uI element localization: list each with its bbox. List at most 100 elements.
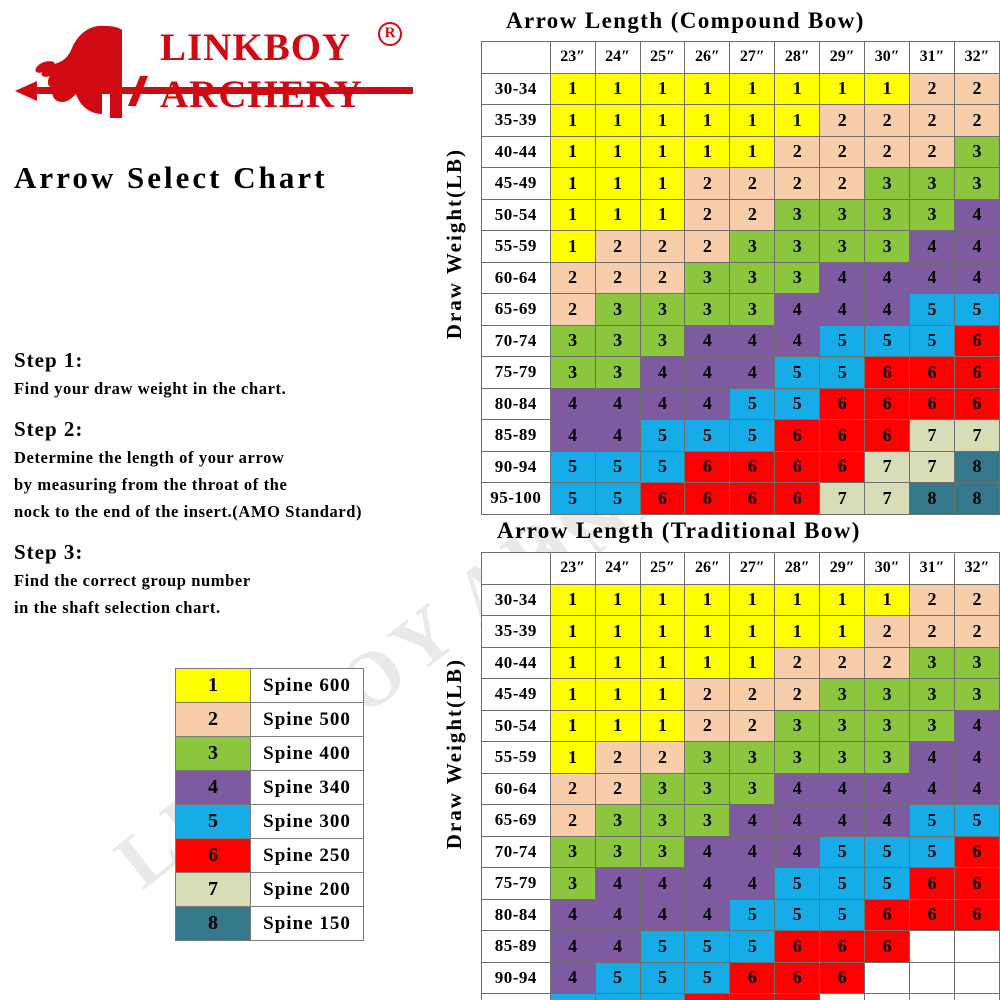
compound-cell: 1 bbox=[594, 167, 641, 200]
traditional-cell: 2 bbox=[774, 678, 821, 711]
compound-cell: 5 bbox=[864, 324, 911, 357]
compound-cell: 2 bbox=[729, 198, 776, 231]
traditional-row-header: 95-100 bbox=[481, 993, 551, 1000]
table-row: 90-94 4 5 5 5 6 6 6 bbox=[481, 961, 1000, 994]
compound-cell: 6 bbox=[774, 419, 821, 452]
compound-cell: 3 bbox=[774, 261, 821, 294]
traditional-cell: 2 bbox=[549, 772, 596, 805]
step1-heading: Step 1: bbox=[14, 348, 84, 372]
traditional-cell: 2 bbox=[864, 646, 911, 679]
compound-cell: 3 bbox=[729, 230, 776, 263]
compound-col-header: 29″ bbox=[819, 41, 866, 74]
compound-cell: 1 bbox=[684, 135, 731, 168]
compound-header-row: 23″ 24″ 25″ 26″ 27″ 28″ 29″ 30″ 31″ 32″ bbox=[481, 41, 1000, 74]
compound-cell: 1 bbox=[639, 135, 686, 168]
compound-cell: 4 bbox=[729, 324, 776, 357]
compound-col-header: 31″ bbox=[909, 41, 955, 74]
traditional-cell bbox=[864, 961, 911, 994]
compound-cell: 5 bbox=[954, 293, 1000, 326]
traditional-cell: 4 bbox=[954, 772, 1000, 805]
compound-cell: 2 bbox=[819, 135, 866, 168]
traditional-cell: 4 bbox=[909, 741, 955, 774]
compound-cell: 4 bbox=[684, 387, 731, 420]
traditional-cell: 4 bbox=[774, 772, 821, 805]
compound-col-header: 25″ bbox=[639, 41, 686, 74]
legend-spine-label: Spine 340 bbox=[250, 770, 364, 805]
traditional-cell: 3 bbox=[954, 678, 1000, 711]
compound-bow-table: 23″ 24″ 25″ 26″ 27″ 28″ 29″ 30″ 31″ 32″ 30-34 1 1 1 1… bbox=[481, 41, 1000, 515]
traditional-cell: 1 bbox=[774, 615, 821, 648]
compound-col-header: 28″ bbox=[774, 41, 821, 74]
compound-row-header: 95-100 bbox=[481, 482, 551, 515]
traditional-cell: 4 bbox=[774, 804, 821, 837]
traditional-row-header: 50-54 bbox=[481, 709, 551, 742]
traditional-cell: 2 bbox=[549, 804, 596, 837]
compound-cell: 2 bbox=[909, 135, 955, 168]
traditional-cell: 5 bbox=[774, 867, 821, 900]
compound-cell: 4 bbox=[639, 387, 686, 420]
compound-cell: 4 bbox=[774, 324, 821, 357]
traditional-row-header: 40-44 bbox=[481, 646, 551, 679]
traditional-cell: 3 bbox=[549, 867, 596, 900]
table-row: 75-79 3 3 4 4 4 5 5 6 6 6 bbox=[481, 356, 1000, 389]
traditional-row-header: 70-74 bbox=[481, 835, 551, 868]
traditional-cell: 1 bbox=[594, 615, 641, 648]
compound-cell: 3 bbox=[594, 356, 641, 389]
compound-cell: 1 bbox=[639, 198, 686, 231]
legend-row: 8 Spine 150 bbox=[175, 906, 364, 941]
traditional-cell: 3 bbox=[549, 835, 596, 868]
compound-cell: 3 bbox=[864, 230, 911, 263]
traditional-cell bbox=[954, 993, 1000, 1000]
traditional-cell: 6 bbox=[684, 993, 731, 1000]
compound-cell: 7 bbox=[909, 450, 955, 483]
table-row: 80-84 4 4 4 4 5 5 6 6 6 6 bbox=[481, 387, 1000, 420]
compound-cell: 7 bbox=[909, 419, 955, 452]
legend-group-number: 7 bbox=[175, 872, 251, 907]
legend-spine-label: Spine 500 bbox=[250, 702, 364, 737]
traditional-cell: 1 bbox=[819, 583, 866, 616]
step3-line2: in the shaft selection chart. bbox=[14, 598, 221, 617]
compound-cell: 6 bbox=[909, 356, 955, 389]
legend-spine-label: Spine 200 bbox=[250, 872, 364, 907]
compound-cell: 1 bbox=[549, 135, 596, 168]
traditional-cell: 2 bbox=[909, 615, 955, 648]
compound-col-header: 30″ bbox=[864, 41, 911, 74]
compound-cell: 4 bbox=[819, 293, 866, 326]
step3-heading: Step 3: bbox=[14, 540, 84, 564]
traditional-table-title: Arrow Length (Traditional Bow) bbox=[497, 518, 861, 543]
traditional-cell: 4 bbox=[549, 961, 596, 994]
table-row: 35-39 1 1 1 1 1 1 1 2 2 2 bbox=[481, 615, 1000, 648]
traditional-cell: 2 bbox=[774, 646, 821, 679]
traditional-cell: 4 bbox=[594, 898, 641, 931]
compound-cell: 6 bbox=[864, 387, 911, 420]
table-row: 50-54 1 1 1 2 2 3 3 3 3 4 bbox=[481, 198, 1000, 231]
compound-cell: 2 bbox=[684, 230, 731, 263]
compound-cell: 1 bbox=[594, 135, 641, 168]
compound-row-header: 70-74 bbox=[481, 324, 551, 357]
traditional-cell: 3 bbox=[819, 741, 866, 774]
traditional-cell: 5 bbox=[594, 961, 641, 994]
traditional-cell: 4 bbox=[729, 804, 776, 837]
compound-cell: 3 bbox=[684, 293, 731, 326]
compound-cell: 6 bbox=[729, 450, 776, 483]
traditional-cell: 5 bbox=[864, 867, 911, 900]
traditional-cell: 4 bbox=[594, 930, 641, 963]
traditional-cell: 3 bbox=[729, 741, 776, 774]
step2-line3: nock to the end of the insert.(AMO Stand… bbox=[14, 502, 363, 521]
legend-group-number: 3 bbox=[175, 736, 251, 771]
traditional-cell: 3 bbox=[864, 741, 911, 774]
traditional-cell bbox=[819, 993, 866, 1000]
compound-cell: 1 bbox=[639, 104, 686, 137]
compound-cell: 6 bbox=[684, 482, 731, 515]
compound-cell: 3 bbox=[729, 293, 776, 326]
legend-body: 1 Spine 600 2 Spine 500 3 Spine 400 4 Spine 340… bbox=[175, 668, 364, 941]
compound-cell: 2 bbox=[864, 104, 911, 137]
compound-col-header: 27″ bbox=[729, 41, 776, 74]
traditional-corner-cell bbox=[481, 552, 551, 585]
left-info-panel: LINKBOY ARCHERY R Arrow Select Chart Ste… bbox=[0, 0, 470, 1000]
table-row: 55-59 1 2 2 2 3 3 3 3 4 4 bbox=[481, 230, 1000, 263]
compound-cell: 1 bbox=[774, 72, 821, 105]
legend-group-number: 1 bbox=[175, 668, 251, 703]
compound-cell: 6 bbox=[954, 356, 1000, 389]
compound-cell: 4 bbox=[594, 419, 641, 452]
